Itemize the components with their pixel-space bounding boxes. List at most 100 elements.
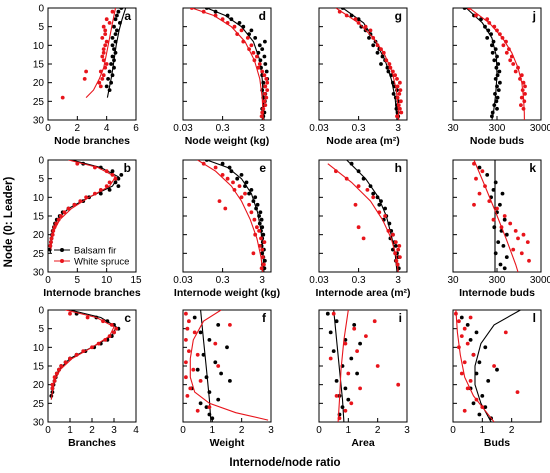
data-point-spruce: [81, 349, 86, 353]
data-point-balsam: [485, 173, 490, 177]
data-point-spruce: [522, 99, 527, 104]
data-point-spruce: [114, 326, 119, 331]
data-point-spruce: [261, 106, 266, 111]
data-point-spruce: [502, 214, 507, 218]
panel-letter: e: [259, 161, 266, 175]
data-point-balsam: [247, 191, 252, 196]
plot-area: [335, 8, 404, 120]
data-point-spruce: [60, 95, 65, 100]
data-point-balsam: [259, 217, 264, 222]
data-point-balsam: [495, 95, 500, 100]
figure-x-label: Internode/node ratio: [229, 457, 340, 469]
panel-x-label: Weight: [210, 437, 245, 449]
data-point-balsam: [257, 221, 262, 226]
data-point-spruce: [101, 58, 106, 63]
data-point-spruce: [480, 169, 485, 174]
data-point-spruce: [104, 169, 109, 174]
data-point-spruce: [371, 36, 376, 40]
data-point-spruce: [239, 195, 244, 200]
data-point-spruce: [363, 24, 368, 29]
data-point-balsam: [227, 165, 232, 170]
data-point-spruce: [387, 62, 392, 66]
data-point-balsam: [386, 69, 391, 74]
data-point-balsam: [263, 258, 267, 263]
data-point-balsam: [260, 225, 265, 230]
data-point-spruce: [48, 244, 53, 248]
data-point-balsam: [490, 114, 494, 119]
data-point-spruce: [472, 202, 476, 207]
data-point-spruce: [223, 206, 228, 211]
data-point-spruce: [372, 319, 377, 324]
x-tick-label: 0.03: [173, 275, 193, 286]
data-point-spruce: [518, 77, 522, 81]
data-point-balsam: [263, 39, 267, 44]
data-point-spruce: [474, 176, 478, 181]
data-point-spruce: [100, 77, 105, 81]
data-point-spruce: [519, 95, 524, 100]
data-point-balsam: [116, 176, 121, 181]
data-point-spruce: [263, 103, 268, 107]
data-point-balsam: [477, 360, 482, 365]
data-point-balsam: [495, 367, 499, 372]
data-point-spruce: [498, 32, 502, 36]
data-point-balsam: [495, 73, 500, 78]
data-point-spruce: [195, 352, 200, 357]
data-point-spruce: [508, 58, 513, 63]
data-point-balsam: [262, 54, 267, 59]
data-point-balsam: [371, 43, 376, 48]
data-point-balsam: [485, 36, 490, 40]
data-point-spruce: [260, 110, 265, 115]
panel-x-label: Internode buds: [459, 287, 535, 299]
data-point-balsam: [385, 65, 390, 70]
data-point-balsam: [498, 202, 502, 207]
data-point-spruce: [216, 364, 221, 368]
data-point-balsam: [239, 173, 244, 177]
data-point-balsam: [225, 13, 230, 18]
data-point-balsam: [490, 50, 495, 55]
y-tick-label: 25: [33, 249, 45, 260]
data-point-spruce: [399, 110, 404, 115]
data-point-spruce: [391, 232, 395, 237]
data-point-spruce: [93, 165, 97, 170]
data-point-balsam: [377, 202, 382, 207]
panel-frame: [182, 309, 272, 423]
data-point-balsam: [109, 80, 113, 85]
data-point-balsam: [468, 338, 473, 342]
y-tick-label: 20: [33, 230, 45, 241]
data-point-balsam: [249, 28, 254, 33]
data-point-spruce: [255, 54, 259, 59]
data-point-spruce: [104, 17, 109, 22]
data-point-balsam: [254, 206, 258, 211]
plot-area: [462, 8, 527, 120]
data-point-balsam: [380, 54, 385, 59]
data-point-spruce: [185, 394, 190, 398]
x-tick-label: 2: [75, 123, 81, 134]
data-point-spruce: [96, 341, 101, 346]
x-tick-label: 1: [210, 425, 216, 436]
data-point-spruce: [477, 191, 482, 196]
figure-y-label: Node (0: Leader): [3, 176, 15, 267]
data-point-spruce: [103, 32, 108, 36]
x-tick-label: 0: [45, 275, 51, 286]
data-point-spruce: [257, 229, 261, 233]
data-point-spruce: [358, 386, 362, 391]
y-tick-label: 25: [33, 399, 45, 410]
data-point-spruce: [467, 8, 472, 10]
data-point-spruce: [509, 54, 514, 59]
data-point-spruce: [521, 80, 526, 85]
data-point-spruce: [232, 24, 237, 29]
data-point-balsam: [220, 161, 225, 166]
data-point-spruce: [192, 330, 197, 335]
data-point-spruce: [513, 229, 518, 233]
data-point-balsam: [110, 169, 115, 174]
panel-letter: i: [399, 311, 402, 325]
data-point-balsam: [394, 106, 399, 111]
data-point-spruce: [110, 173, 115, 177]
data-point-balsam: [493, 92, 497, 96]
y-tick-label: 0: [38, 156, 44, 167]
panel-letter: a: [124, 9, 131, 23]
data-point-balsam: [361, 176, 366, 181]
